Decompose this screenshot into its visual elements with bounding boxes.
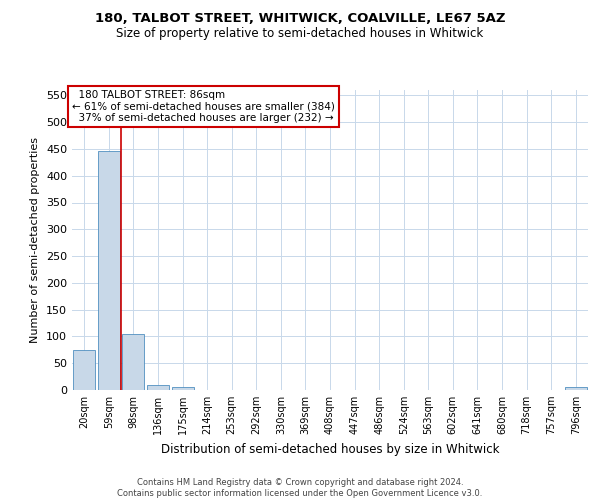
Text: Contains HM Land Registry data © Crown copyright and database right 2024.
Contai: Contains HM Land Registry data © Crown c… xyxy=(118,478,482,498)
Bar xyxy=(122,334,145,390)
Y-axis label: Number of semi-detached properties: Number of semi-detached properties xyxy=(31,137,40,343)
Bar xyxy=(565,388,587,390)
Text: 180 TALBOT STREET: 86sqm
← 61% of semi-detached houses are smaller (384)
  37% o: 180 TALBOT STREET: 86sqm ← 61% of semi-d… xyxy=(72,90,335,123)
X-axis label: Distribution of semi-detached houses by size in Whitwick: Distribution of semi-detached houses by … xyxy=(161,442,499,456)
Bar xyxy=(73,350,95,390)
Text: 180, TALBOT STREET, WHITWICK, COALVILLE, LE67 5AZ: 180, TALBOT STREET, WHITWICK, COALVILLE,… xyxy=(95,12,505,26)
Bar xyxy=(98,150,120,390)
Text: Size of property relative to semi-detached houses in Whitwick: Size of property relative to semi-detach… xyxy=(116,28,484,40)
Bar xyxy=(147,384,169,390)
Bar xyxy=(172,388,194,390)
